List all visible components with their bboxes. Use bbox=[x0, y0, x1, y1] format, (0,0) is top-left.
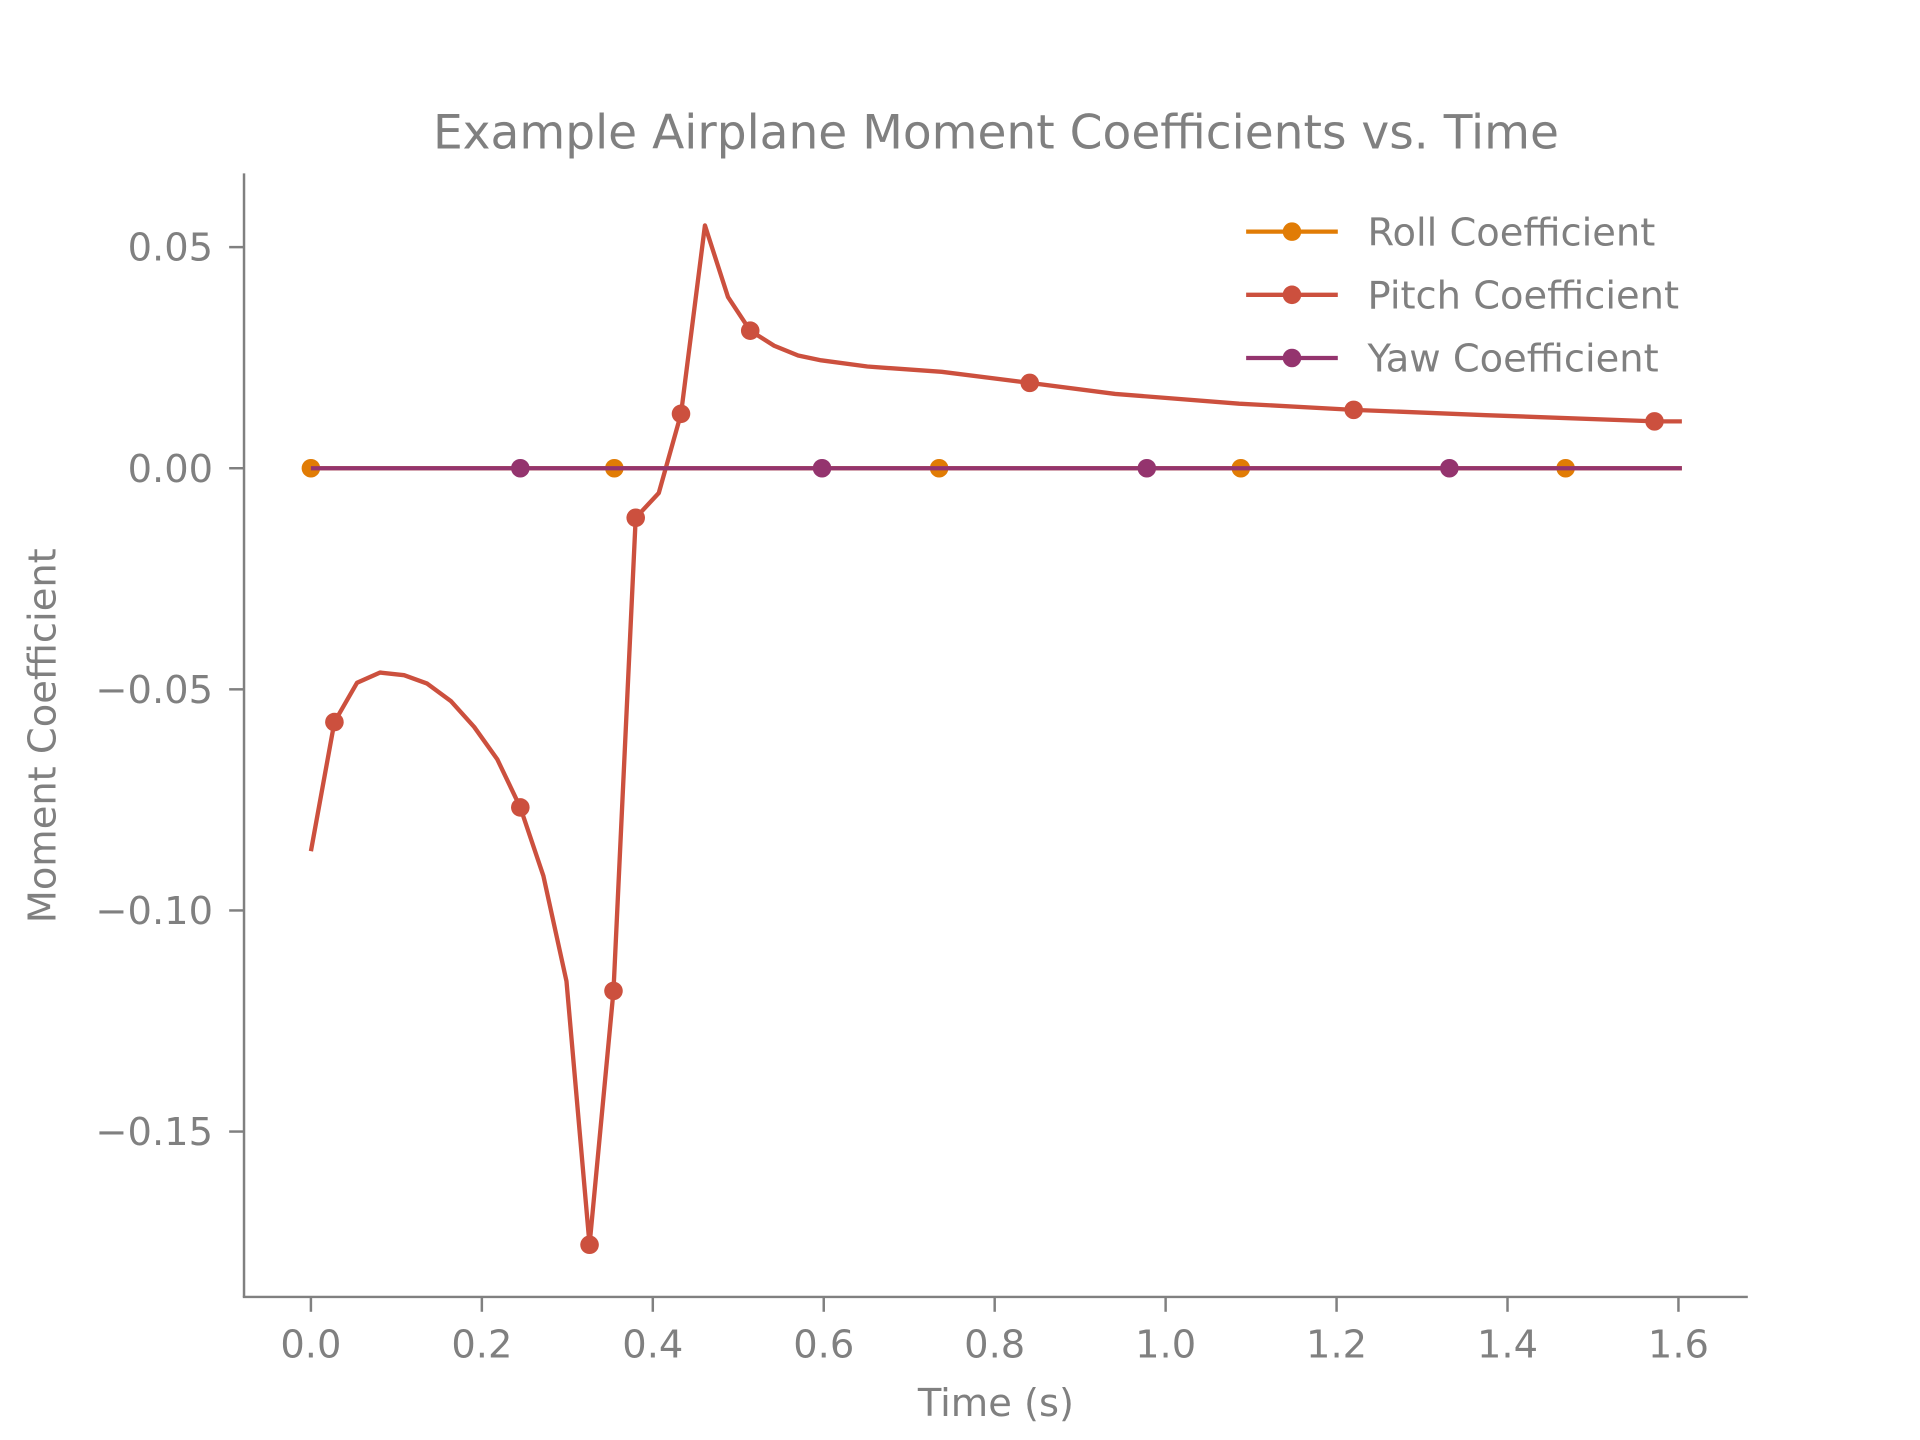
x-tick-label: 0.0 bbox=[280, 1323, 341, 1368]
y-tick-label: −0.15 bbox=[95, 1110, 213, 1155]
series-pitch-coefficient bbox=[308, 223, 1682, 1255]
data-point-marker bbox=[580, 1235, 599, 1255]
x-tick-label: 1.2 bbox=[1306, 1323, 1367, 1368]
legend-label: Roll Coefficient bbox=[1368, 210, 1656, 255]
x-axis-label: Time (s) bbox=[917, 1381, 1074, 1426]
legend-marker-icon bbox=[1282, 348, 1302, 368]
x-tick-label: 0.2 bbox=[451, 1323, 512, 1368]
legend-item: Roll Coefficient bbox=[1246, 210, 1655, 255]
legend-label: Yaw Coefficient bbox=[1367, 337, 1659, 382]
data-point-marker bbox=[812, 458, 832, 478]
data-point-marker bbox=[1645, 412, 1664, 431]
y-tick-label: −0.10 bbox=[95, 889, 213, 934]
legend-item: Pitch Coefficient bbox=[1246, 273, 1679, 318]
data-point-marker bbox=[511, 798, 530, 817]
x-tick-label: 0.8 bbox=[964, 1323, 1025, 1368]
y-tick-label: −0.05 bbox=[95, 668, 213, 713]
legend-marker-icon bbox=[1282, 222, 1302, 241]
x-axis-ticks: 0.0 0.2 0.4 0.6 0.8 1.0 1.2 1.4 1.6 bbox=[280, 1296, 1709, 1368]
x-tick-label: 1.0 bbox=[1135, 1323, 1196, 1368]
legend-marker-icon bbox=[1282, 285, 1302, 305]
plot-area: 0.0 0.2 0.4 0.6 0.8 1.0 1.2 1.4 1.6 0.05 0.00 −0.0… bbox=[95, 173, 1748, 1368]
series-line bbox=[308, 223, 1682, 1247]
data-point-marker bbox=[511, 458, 530, 478]
x-tick-label: 1.4 bbox=[1477, 1323, 1538, 1368]
legend-item: Yaw Coefficient bbox=[1246, 337, 1659, 382]
series-yaw-coefficient bbox=[310, 458, 1682, 478]
chart-title: Example Airplane Moment Coefficients vs.… bbox=[433, 106, 1559, 161]
data-point-marker bbox=[604, 981, 623, 1001]
legend: Roll Coefficient Pitch Coefficient Yaw Coe… bbox=[1246, 210, 1679, 382]
x-tick-label: 1.6 bbox=[1648, 1323, 1709, 1368]
series-group bbox=[301, 223, 1682, 1255]
data-point-marker bbox=[740, 321, 760, 340]
data-point-marker bbox=[1440, 458, 1459, 478]
y-tick-label: 0.05 bbox=[128, 226, 213, 271]
x-tick-label: 0.4 bbox=[622, 1323, 683, 1368]
data-point-marker bbox=[671, 404, 691, 424]
data-point-marker bbox=[1344, 400, 1363, 420]
legend-label: Pitch Coefficient bbox=[1368, 273, 1679, 318]
data-point-marker bbox=[1020, 373, 1040, 393]
data-point-marker bbox=[325, 712, 344, 732]
data-point-marker bbox=[1137, 458, 1157, 478]
x-tick-label: 0.6 bbox=[793, 1323, 854, 1368]
y-axis-label: Moment Coefficient bbox=[21, 548, 66, 923]
y-axis-ticks: 0.05 0.00 −0.05 −0.10 −0.15 bbox=[95, 226, 245, 1155]
data-point-marker bbox=[626, 508, 645, 528]
y-tick-label: 0.00 bbox=[128, 447, 213, 492]
